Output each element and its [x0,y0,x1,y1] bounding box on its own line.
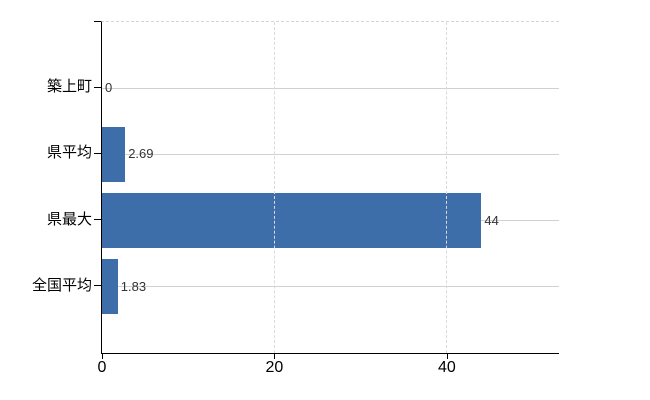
x-axis-tick-mark [446,354,448,359]
category-label: 県平均 [46,144,92,162]
bar [102,259,118,315]
x-axis-tick-label: 20 [265,359,284,376]
category-label: 全国平均 [31,276,92,294]
x-axis-tick-mark [102,354,103,359]
category-tick-mark [94,219,101,221]
bar [102,193,482,249]
x-axis-tick-label: 40 [437,359,456,376]
h-gridline [102,153,559,155]
bar-value-label: 2.69 [128,146,154,162]
bar-value-label: 44 [484,212,499,228]
h-gridline [102,286,559,288]
plot-area: 0 2.69 44 1.83 [101,21,559,354]
h-gridline [102,87,559,89]
v-gridline [273,22,275,353]
bar-value-label: 0 [105,80,113,96]
category-tick-mark [94,285,101,287]
y-axis-end-tick [94,21,101,22]
category-tick-mark [94,86,101,88]
category-label: 築上町 [46,78,92,96]
category-label: 県最大 [46,210,92,228]
x-axis-tick-mark [274,354,276,359]
v-gridline [446,22,448,353]
category-tick-mark [94,152,101,154]
bar [102,126,126,182]
x-axis-tick-label: 0 [97,359,107,376]
bar-value-label: 1.83 [120,278,147,294]
